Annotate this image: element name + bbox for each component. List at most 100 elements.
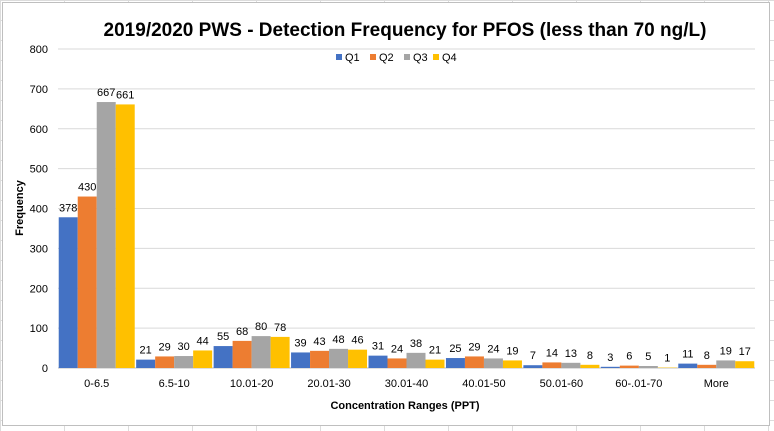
data-label: 44: [197, 335, 209, 347]
bar: [716, 360, 736, 368]
x-tick-label: 20.01-30: [307, 378, 350, 390]
data-label: 48: [332, 334, 344, 346]
y-tick-label: 400: [30, 204, 48, 216]
y-tick-label: 700: [30, 84, 48, 96]
bar: [406, 352, 426, 368]
data-label: 6: [626, 351, 632, 363]
data-label: 29: [468, 341, 480, 353]
data-label: 31: [372, 341, 384, 353]
x-tick-label: 0-6.5: [84, 378, 109, 390]
bar: [638, 366, 658, 368]
y-axis-title: Frequency: [14, 179, 26, 236]
data-label: 38: [410, 338, 422, 350]
bar: [310, 350, 330, 368]
bar: [445, 358, 465, 368]
bar: [600, 366, 620, 368]
bar: [561, 362, 581, 368]
bar: [251, 336, 271, 368]
x-tick-label: 40.01-50: [462, 378, 505, 390]
bar: [502, 360, 522, 368]
bar: [425, 359, 445, 368]
bar: [232, 340, 252, 368]
bar: [735, 361, 755, 368]
x-tick-label: 50.01-60: [540, 378, 583, 390]
bar-chart: 2019/2020 PWS - Detection Frequency for …: [14, 20, 755, 412]
data-label: 25: [449, 343, 461, 355]
bar: [96, 102, 116, 368]
data-label: 13: [565, 348, 577, 360]
bar: [464, 356, 484, 368]
x-tick-label: 30.01-40: [385, 378, 428, 390]
bar: [77, 196, 97, 368]
data-label: 11: [682, 349, 693, 361]
bar: [523, 365, 543, 368]
legend-label: Q3: [413, 52, 428, 64]
data-label: 7: [530, 350, 536, 362]
data-label: 8: [587, 350, 593, 362]
x-tick-label: 6.5-10: [159, 378, 190, 390]
x-axis-title: Concentration Ranges (PPT): [330, 400, 479, 412]
bar: [678, 363, 698, 368]
gridlines: [58, 48, 755, 369]
x-tick-label: 60-.01-70: [615, 378, 662, 390]
legend-label: Q4: [442, 52, 457, 64]
data-label: 30: [178, 341, 190, 353]
legend-swatch: [336, 54, 342, 60]
bar: [270, 336, 290, 368]
data-label: 78: [274, 322, 286, 334]
y-tick-label: 600: [30, 124, 48, 136]
bar: [483, 358, 503, 368]
bar: [115, 104, 135, 369]
data-label: 55: [217, 331, 229, 343]
legend-label: Q1: [345, 52, 360, 64]
data-label: 43: [313, 336, 325, 348]
bar: [58, 217, 78, 368]
bar: [136, 359, 156, 368]
bars: [58, 102, 755, 369]
bar: [348, 349, 368, 368]
bar: [291, 352, 311, 368]
data-label: 29: [159, 341, 171, 353]
bar: [193, 350, 213, 368]
bar: [619, 365, 639, 368]
data-label: 68: [236, 326, 248, 338]
data-label: 667: [97, 87, 115, 99]
data-label: 21: [140, 345, 152, 357]
x-tick-label: More: [704, 378, 729, 390]
bar: [155, 356, 175, 368]
y-tick-label: 0: [42, 363, 48, 375]
data-label: 1: [664, 353, 670, 365]
bar: [387, 358, 407, 368]
bar: [174, 356, 194, 368]
data-label: 661: [116, 89, 134, 101]
y-axis-ticks: 0 100 200 300 400 500 600 700 800: [30, 44, 48, 375]
bar: [213, 346, 233, 368]
data-label: 3: [607, 352, 613, 364]
data-label: 19: [720, 345, 732, 357]
y-tick-label: 300: [30, 243, 48, 255]
bar: [580, 364, 600, 368]
legend-swatch: [433, 54, 439, 60]
legend-swatch: [370, 54, 376, 60]
x-tick-label: 10.01-20: [230, 378, 273, 390]
data-label: 19: [506, 345, 518, 357]
data-label: 24: [391, 343, 403, 355]
data-label: 14: [546, 347, 558, 359]
y-tick-label: 200: [30, 283, 48, 295]
bar: [368, 355, 388, 368]
chart-area[interactable]: 2019/2020 PWS - Detection Frequency for …: [2, 2, 770, 426]
bar: [697, 364, 717, 368]
legend-swatch: [404, 54, 410, 60]
data-label: 5: [645, 351, 651, 363]
y-tick-label: 500: [30, 164, 48, 176]
data-label: 430: [78, 182, 96, 194]
data-label: 24: [487, 343, 499, 355]
legend-label: Q2: [379, 52, 394, 64]
y-tick-label: 800: [30, 44, 48, 56]
data-label: 39: [294, 337, 306, 349]
data-label: 378: [59, 202, 77, 214]
data-label: 80: [255, 321, 267, 333]
x-axis-ticks: 0-6.5 6.5-10 10.01-20 20.01-30 30.01-40 40.01…: [84, 378, 729, 390]
legend[interactable]: Q1 Q2 Q3 Q4: [336, 52, 457, 64]
